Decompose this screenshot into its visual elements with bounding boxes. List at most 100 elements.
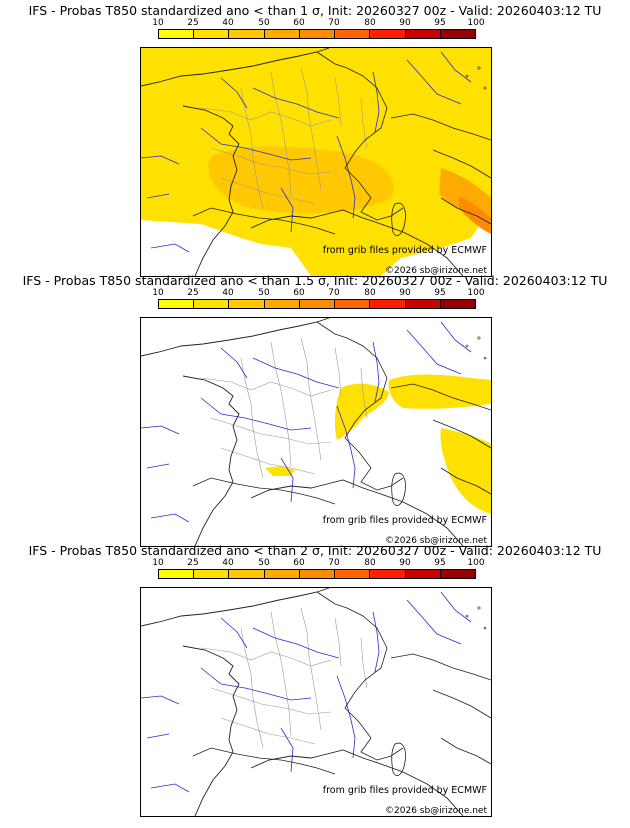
river-line [141,155,190,253]
department-line [210,687,332,715]
river-line [336,405,356,489]
department-line [240,357,264,479]
colorbar-swatch [335,570,371,578]
river-line [336,675,356,759]
river-line [372,611,380,673]
colorbar-swatch [299,300,336,308]
department-borders [200,607,368,749]
colorbar-tick-label: 40 [222,288,234,298]
probability-map: from grib files provided by ECMWF ©2026 … [140,47,492,277]
colorbar-swatch [194,30,230,38]
rivers [141,321,472,523]
colorbar-swatch [159,300,195,308]
map-panel-3: IFS - Probas T850 standardized ano < tha… [0,543,630,817]
department-line [334,617,368,689]
colorbar-tick-label: 95 [434,558,446,568]
corsica-island [391,472,406,506]
colorbar-swatch [229,30,265,38]
panel-title: IFS - Probas T850 standardized ano < tha… [28,543,602,558]
map-panel-2: IFS - Probas T850 standardized ano < tha… [0,273,630,547]
river-line [220,77,294,233]
river-line [252,87,340,119]
department-line [210,417,332,445]
probability-map: from grib files provided by ECMWF ©2026 … [140,317,492,547]
map-canvas [141,588,491,816]
department-line [220,717,316,745]
river-line [406,591,472,645]
colorbar-swatch [370,30,406,38]
department-line [300,67,322,191]
colorbar-tick-label: 50 [258,18,270,28]
colorbar-tick-label: 25 [187,288,199,298]
river-line [200,667,312,701]
colorbar-swatch [405,30,441,38]
colorbar-tick-label: 70 [328,558,340,568]
map-canvas [141,48,491,276]
coastline [141,48,491,276]
department-line [210,147,332,175]
colorbar-tick-label: 80 [364,18,376,28]
colorbar-tick-label: 80 [364,288,376,298]
colorbar-swatch [370,570,406,578]
panel-title: IFS - Probas T850 standardized ano < tha… [28,3,602,18]
country-borders [192,51,491,235]
colorbar-ticks: 10 25 40 50 60 70 80 90 95 100 [142,288,492,299]
colorbar-tick-label: 40 [222,558,234,568]
colorbar-tick-label: 95 [434,18,446,28]
colorbar-tick-label: 90 [399,288,411,298]
colorbar-swatch [229,570,265,578]
copyright-credit: ©2026 sb@irizone.net [385,266,487,276]
colorbar-ticks: 10 25 40 50 60 70 80 90 95 100 [142,558,492,569]
probability-area [388,374,491,409]
colorbar-swatch [440,570,475,578]
colorbar-tick-label: 10 [152,558,164,568]
colorbar-tick-label: 90 [399,18,411,28]
copyright-credit: ©2026 sb@irizone.net [385,536,487,546]
river-line [406,51,472,105]
department-line [300,337,322,461]
rivers [141,591,472,793]
river-line [336,135,356,219]
colorbar-swatch [335,300,371,308]
colorbar-swatch [229,300,265,308]
probability-fill-layer [141,48,491,276]
source-credit: from grib files provided by ECMWF [322,785,487,796]
probability-map: from grib files provided by ECMWF ©2026 … [140,587,492,817]
river-line [372,71,380,133]
colorbar-swatch [405,570,441,578]
colorbar-swatch [335,30,371,38]
colorbar-tick-label: 100 [467,18,485,28]
river-line [252,627,340,659]
department-line [220,177,316,205]
probability-fill-layer [265,374,491,514]
colorbar-tick-label: 60 [293,288,305,298]
department-line [270,341,292,467]
colorbar-tick-label: 10 [152,18,164,28]
colorbar-tick-label: 70 [328,18,340,28]
colorbar-tick-label: 95 [434,288,446,298]
department-line [200,377,332,397]
department-borders [200,337,368,479]
department-line [200,647,332,667]
colorbar-ticks: 10 25 40 50 60 70 80 90 95 100 [142,18,492,29]
colorbar-swatch [194,570,230,578]
colorbar-swatch [405,300,441,308]
probability-area [334,383,389,440]
colorbar-tick-label: 50 [258,558,270,568]
probability-area [208,146,394,214]
colorbar-swatch [264,300,300,308]
colorbar-swatch [159,570,195,578]
country-borders [192,591,491,775]
panel-title: IFS - Probas T850 standardized ano < tha… [22,273,608,288]
colorbar-swatch [299,570,336,578]
river-line [141,695,190,793]
colorbar-tick-label: 50 [258,288,270,298]
department-line [240,87,264,209]
source-credit: from grib files provided by ECMWF [322,515,487,526]
department-line [300,607,322,731]
small-islands [465,336,487,360]
source-credit: from grib files provided by ECMWF [322,245,487,256]
map-panel-1: IFS - Probas T850 standardized ano < tha… [0,3,630,277]
coastline [141,318,491,546]
department-line [220,447,316,475]
